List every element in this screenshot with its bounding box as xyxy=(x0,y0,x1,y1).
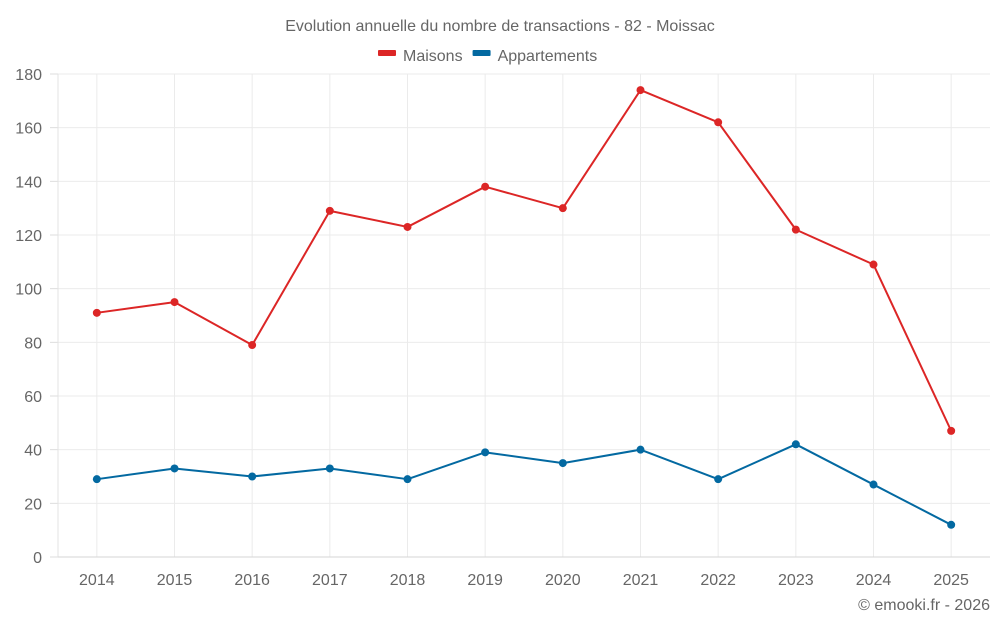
data-point xyxy=(92,308,101,317)
y-tick-label: 40 xyxy=(24,443,42,460)
data-point xyxy=(248,341,257,350)
legend: Maisons Appartements xyxy=(378,48,597,65)
data-point xyxy=(636,86,645,95)
data-point xyxy=(791,440,800,449)
x-tick-label: 2018 xyxy=(390,572,426,589)
data-point xyxy=(714,475,723,484)
y-tick-label: 80 xyxy=(24,335,42,352)
data-point xyxy=(325,464,334,473)
x-tick-label: 2022 xyxy=(700,572,736,589)
credit-text: © emooki.fr - 2026 xyxy=(858,597,990,614)
legend-swatch xyxy=(378,50,396,56)
x-tick-label: 2014 xyxy=(79,572,115,589)
data-point xyxy=(558,204,567,213)
data-point xyxy=(947,520,956,529)
x-tick-label: 2021 xyxy=(623,572,659,589)
y-tick-label: 20 xyxy=(24,496,42,513)
y-tick-label: 180 xyxy=(15,67,42,84)
x-tick-label: 2023 xyxy=(778,572,814,589)
legend-label: Maisons xyxy=(403,48,463,65)
y-tick-label: 0 xyxy=(33,550,42,567)
data-point xyxy=(947,426,956,435)
series-layer xyxy=(92,86,956,529)
data-point xyxy=(481,448,490,457)
series-line xyxy=(96,443,952,526)
y-tick-label: 160 xyxy=(15,121,42,138)
x-tick-label: 2020 xyxy=(545,572,581,589)
data-point xyxy=(403,222,412,231)
y-tick-label: 100 xyxy=(15,282,42,299)
data-point xyxy=(248,472,257,481)
data-point xyxy=(170,464,179,473)
series-appartements xyxy=(92,440,956,529)
data-point xyxy=(481,182,490,191)
data-point xyxy=(403,475,412,484)
legend-swatch xyxy=(472,50,491,56)
data-point xyxy=(636,445,645,454)
data-point xyxy=(92,475,101,484)
x-tick-label: 2015 xyxy=(157,572,193,589)
series-maisons xyxy=(92,86,956,435)
axes: 0 20 40 60 80 100 120 140 160 180 2014 2015 2016 2017… xyxy=(15,67,990,589)
data-point xyxy=(558,459,567,468)
y-tick-label: 140 xyxy=(15,174,42,191)
data-point xyxy=(869,260,878,269)
x-tick-label: 2024 xyxy=(856,572,892,589)
series-line xyxy=(96,89,953,432)
x-tick-label: 2019 xyxy=(467,572,503,589)
legend-label: Appartements xyxy=(498,48,598,65)
x-tick-label: 2025 xyxy=(933,572,969,589)
data-point xyxy=(325,206,334,215)
x-tick-label: 2017 xyxy=(312,572,348,589)
data-point xyxy=(714,118,723,127)
y-tick-label: 60 xyxy=(24,389,42,406)
data-point xyxy=(170,298,179,307)
data-point xyxy=(869,480,878,489)
y-tick-label: 120 xyxy=(15,228,42,245)
chart-title: Evolution annuelle du nombre de transact… xyxy=(285,18,715,35)
x-tick-label: 2016 xyxy=(234,572,270,589)
data-point xyxy=(791,225,800,234)
